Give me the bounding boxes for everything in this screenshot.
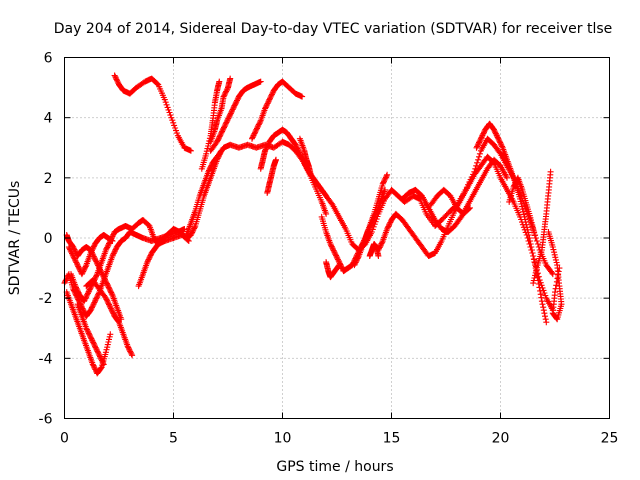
- series-arc-12: [207, 78, 264, 154]
- series-arc-27: [351, 186, 388, 269]
- series-arc-23: [257, 147, 269, 172]
- y-tick-label: 2: [44, 171, 53, 187]
- x-tick-label: 0: [60, 431, 69, 447]
- plus-marker-cluster: [323, 259, 343, 281]
- gridlines: [64, 57, 610, 419]
- series-arc-08: [65, 232, 116, 278]
- plus-marker-cluster: [63, 289, 114, 377]
- plus-marker-cluster: [111, 72, 194, 154]
- plus-marker-cluster: [68, 217, 192, 305]
- plus-marker-cluster: [83, 277, 136, 359]
- series-arc-03: [68, 217, 192, 305]
- x-tick-label: 25: [601, 431, 619, 447]
- series-arc-16: [318, 171, 391, 275]
- series-arc-28: [427, 186, 473, 217]
- y-tick-label: -2: [39, 291, 53, 307]
- plus-marker-cluster: [198, 78, 223, 172]
- series-arc-18: [399, 156, 510, 235]
- data-points: [61, 72, 565, 377]
- plus-marker-cluster: [264, 156, 279, 196]
- series-arc-29: [506, 174, 539, 241]
- series-arc-11: [207, 75, 234, 145]
- plus-marker-cluster: [399, 156, 510, 235]
- y-tick-label: -6: [39, 412, 53, 428]
- chart-title: Day 204 of 2014, Sidereal Day-to-day VTE…: [54, 21, 613, 37]
- plus-marker-cluster: [427, 186, 473, 217]
- axis-ticks: 0 5 10 15 20 25 -6 -4 -2 0 2 4 6: [39, 51, 619, 447]
- y-tick-label: 0: [44, 231, 53, 247]
- plus-marker-cluster: [207, 75, 234, 145]
- series-arc-05: [74, 301, 107, 368]
- plus-marker-cluster: [473, 120, 550, 326]
- plus-marker-cluster: [74, 301, 107, 368]
- y-tick-label: 4: [44, 111, 53, 127]
- x-tick-label: 5: [169, 431, 178, 447]
- series-arc-24: [323, 259, 343, 281]
- series-arc-25: [366, 241, 382, 259]
- plus-marker-cluster: [318, 171, 391, 275]
- series-arc-14: [198, 78, 223, 172]
- plus-marker-cluster: [207, 78, 264, 154]
- plus-marker-cluster: [257, 147, 269, 172]
- series-arc-21: [545, 229, 565, 323]
- plus-marker-cluster: [545, 229, 565, 323]
- plus-marker-cluster: [530, 168, 554, 287]
- y-axis-label: SDTVAR / TECUs: [7, 181, 23, 296]
- series-arc-13: [249, 78, 306, 142]
- series-arc-26: [296, 135, 314, 178]
- plus-marker-cluster: [351, 186, 388, 269]
- series-arc-07: [135, 147, 225, 290]
- plus-marker-cluster: [63, 232, 125, 323]
- plus-marker-cluster: [506, 174, 539, 241]
- series-arc-19: [473, 120, 550, 326]
- plus-marker-cluster: [366, 241, 382, 259]
- series-arc-06: [83, 277, 136, 359]
- plus-marker-cluster: [135, 147, 225, 290]
- plus-marker-cluster: [249, 78, 306, 142]
- x-axis-label: GPS time / hours: [276, 459, 393, 475]
- x-tick-label: 20: [492, 431, 510, 447]
- x-tick-label: 15: [383, 431, 401, 447]
- series-arc-22: [264, 156, 279, 196]
- plus-marker-cluster: [296, 135, 314, 178]
- series-arc-04: [63, 289, 114, 377]
- y-tick-label: 6: [44, 51, 53, 67]
- x-tick-label: 10: [274, 431, 292, 447]
- series-arc-09: [63, 232, 125, 323]
- series-arc-01: [111, 72, 194, 154]
- plus-marker-cluster: [65, 232, 116, 278]
- series-arc-20: [530, 168, 554, 287]
- y-tick-label: -4: [39, 351, 53, 367]
